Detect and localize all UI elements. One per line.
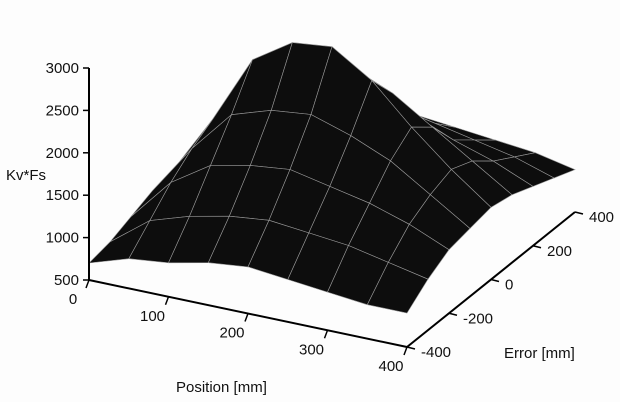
surface-patch (366, 262, 429, 314)
x-tick-mark (323, 329, 329, 339)
z-tick-label: 2000 (46, 145, 79, 162)
x-tick-mark (244, 313, 249, 322)
y-tick-mark (490, 278, 500, 283)
x-tick-label: 200 (219, 325, 244, 342)
y-tick-label: 400 (589, 209, 614, 226)
z-tick-label: 1000 (46, 230, 79, 247)
y-tick-mark (448, 312, 458, 316)
y-tick-label: -200 (463, 310, 493, 327)
x-tick-label: 300 (299, 341, 324, 358)
z-tick-label: 1500 (46, 187, 79, 204)
x-tick-mark (403, 346, 408, 356)
z-axis-title: Kv*Fs (6, 167, 46, 184)
y-tick-mark (532, 245, 542, 249)
y-tick-mark (574, 211, 584, 215)
z-tick-label: 500 (54, 272, 79, 289)
y-tick-label: 0 (505, 277, 513, 294)
y-tick-label: 200 (547, 243, 572, 260)
axes-group: 500100015002000250030000100200300400-400… (46, 60, 614, 375)
x-tick-label: 400 (378, 358, 403, 375)
x-tick-mark (164, 296, 170, 306)
x-tick-mark (85, 279, 90, 289)
x-tick-label: 100 (140, 308, 165, 325)
y-tick-mark (406, 346, 416, 350)
y-axis-title: Error [mm] (504, 345, 575, 362)
x-tick-label: 0 (69, 291, 77, 308)
x-axis-title: Position [mm] (176, 379, 267, 396)
z-tick-label: 3000 (46, 60, 79, 77)
z-tick-label: 2500 (46, 102, 79, 119)
y-tick-label: -400 (421, 344, 451, 361)
surface-mesh (88, 42, 576, 314)
